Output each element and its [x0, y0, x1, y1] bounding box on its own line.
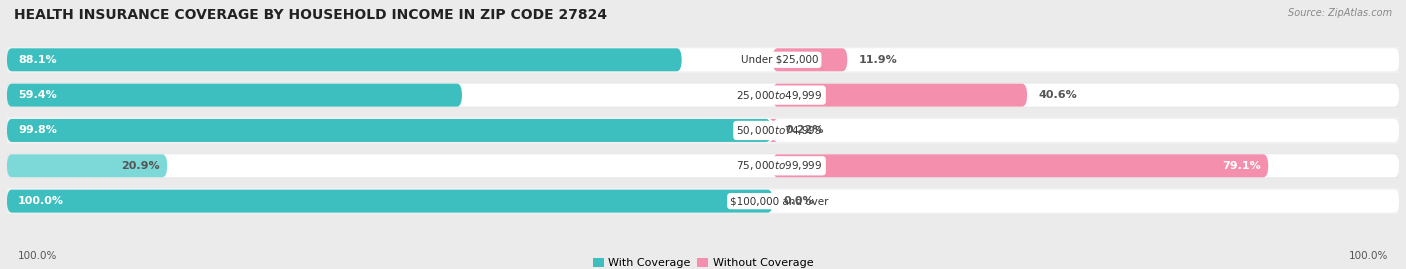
- FancyBboxPatch shape: [7, 190, 1399, 213]
- Text: 100.0%: 100.0%: [18, 196, 65, 206]
- FancyBboxPatch shape: [7, 84, 463, 107]
- Text: 11.9%: 11.9%: [858, 55, 897, 65]
- Text: 100.0%: 100.0%: [18, 251, 58, 261]
- Bar: [0, 82, 1406, 108]
- Text: $75,000 to $99,999: $75,000 to $99,999: [737, 159, 823, 172]
- Text: Source: ZipAtlas.com: Source: ZipAtlas.com: [1288, 8, 1392, 18]
- FancyBboxPatch shape: [7, 154, 167, 177]
- Bar: [0, 188, 1406, 214]
- Text: 88.1%: 88.1%: [18, 55, 56, 65]
- FancyBboxPatch shape: [7, 48, 1399, 71]
- Text: 59.4%: 59.4%: [18, 90, 56, 100]
- Bar: [0, 117, 1406, 144]
- Text: Under $25,000: Under $25,000: [741, 55, 818, 65]
- FancyBboxPatch shape: [772, 154, 1268, 177]
- Text: $25,000 to $49,999: $25,000 to $49,999: [737, 89, 823, 102]
- FancyBboxPatch shape: [7, 190, 773, 213]
- Bar: [0, 153, 1406, 179]
- FancyBboxPatch shape: [7, 154, 1399, 177]
- FancyBboxPatch shape: [7, 48, 682, 71]
- FancyBboxPatch shape: [772, 48, 848, 71]
- Text: $100,000 and over: $100,000 and over: [730, 196, 828, 206]
- Text: 99.8%: 99.8%: [18, 125, 58, 136]
- Legend: With Coverage, Without Coverage: With Coverage, Without Coverage: [588, 253, 818, 269]
- Text: 40.6%: 40.6%: [1038, 90, 1077, 100]
- Bar: [0, 47, 1406, 73]
- FancyBboxPatch shape: [7, 84, 1399, 107]
- Text: 79.1%: 79.1%: [1222, 161, 1261, 171]
- FancyBboxPatch shape: [772, 84, 1028, 107]
- Text: 0.0%: 0.0%: [783, 196, 814, 206]
- FancyBboxPatch shape: [769, 119, 778, 142]
- FancyBboxPatch shape: [7, 119, 772, 142]
- FancyBboxPatch shape: [7, 119, 1399, 142]
- Text: $50,000 to $74,999: $50,000 to $74,999: [737, 124, 823, 137]
- Text: 0.22%: 0.22%: [785, 125, 824, 136]
- Text: 20.9%: 20.9%: [121, 161, 160, 171]
- Text: HEALTH INSURANCE COVERAGE BY HOUSEHOLD INCOME IN ZIP CODE 27824: HEALTH INSURANCE COVERAGE BY HOUSEHOLD I…: [14, 8, 607, 22]
- Text: 100.0%: 100.0%: [1348, 251, 1388, 261]
